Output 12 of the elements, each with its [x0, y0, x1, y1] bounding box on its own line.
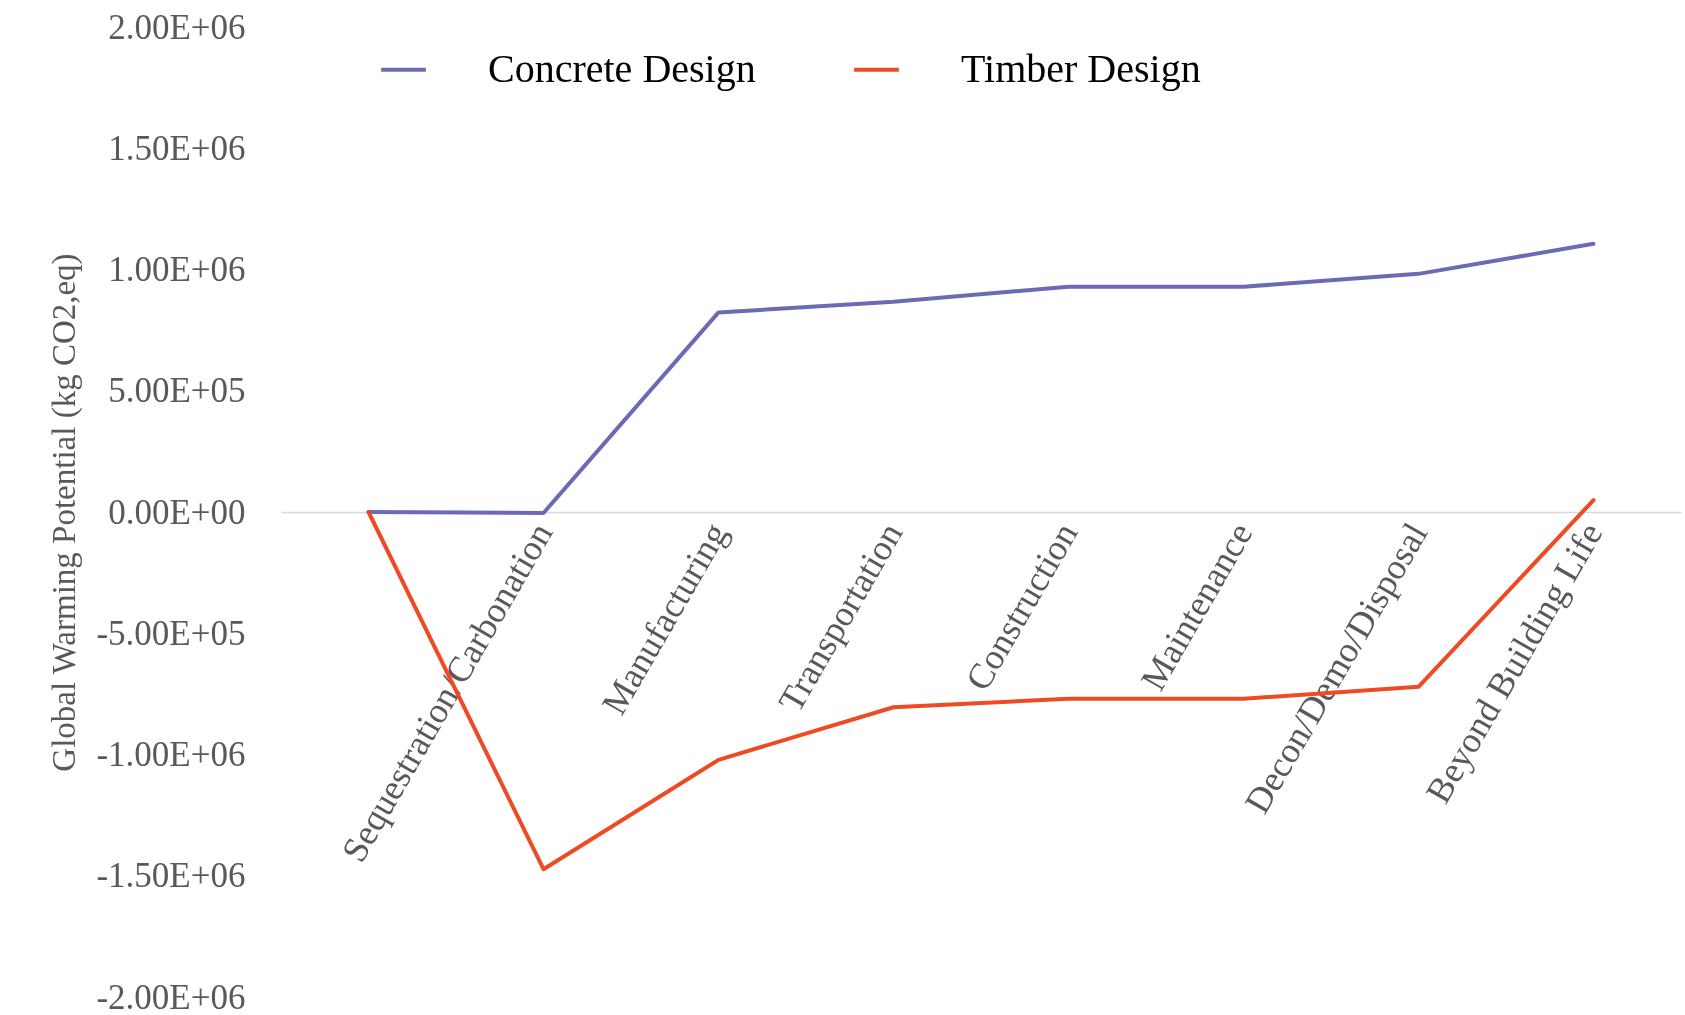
legend-label: Timber Design	[961, 45, 1201, 91]
y-tick-label: 5.00E+05	[108, 371, 246, 411]
y-tick-label: -2.00E+06	[96, 977, 246, 1015]
y-tick-label: -5.00E+05	[96, 613, 246, 653]
y-tick-label: 1.00E+06	[108, 250, 246, 289]
y-tick-label: 2.00E+06	[108, 7, 246, 47]
y-axis-title: Global Warming Potential (kg CO2,eq)	[46, 253, 84, 772]
y-tick-label: 1.50E+06	[108, 128, 246, 168]
y-tick-label: 0.00E+00	[108, 492, 246, 532]
legend-label: Concrete Design	[488, 45, 756, 91]
y-tick-label: -1.50E+06	[96, 856, 246, 896]
y-tick-label: -1.00E+06	[96, 735, 246, 774]
